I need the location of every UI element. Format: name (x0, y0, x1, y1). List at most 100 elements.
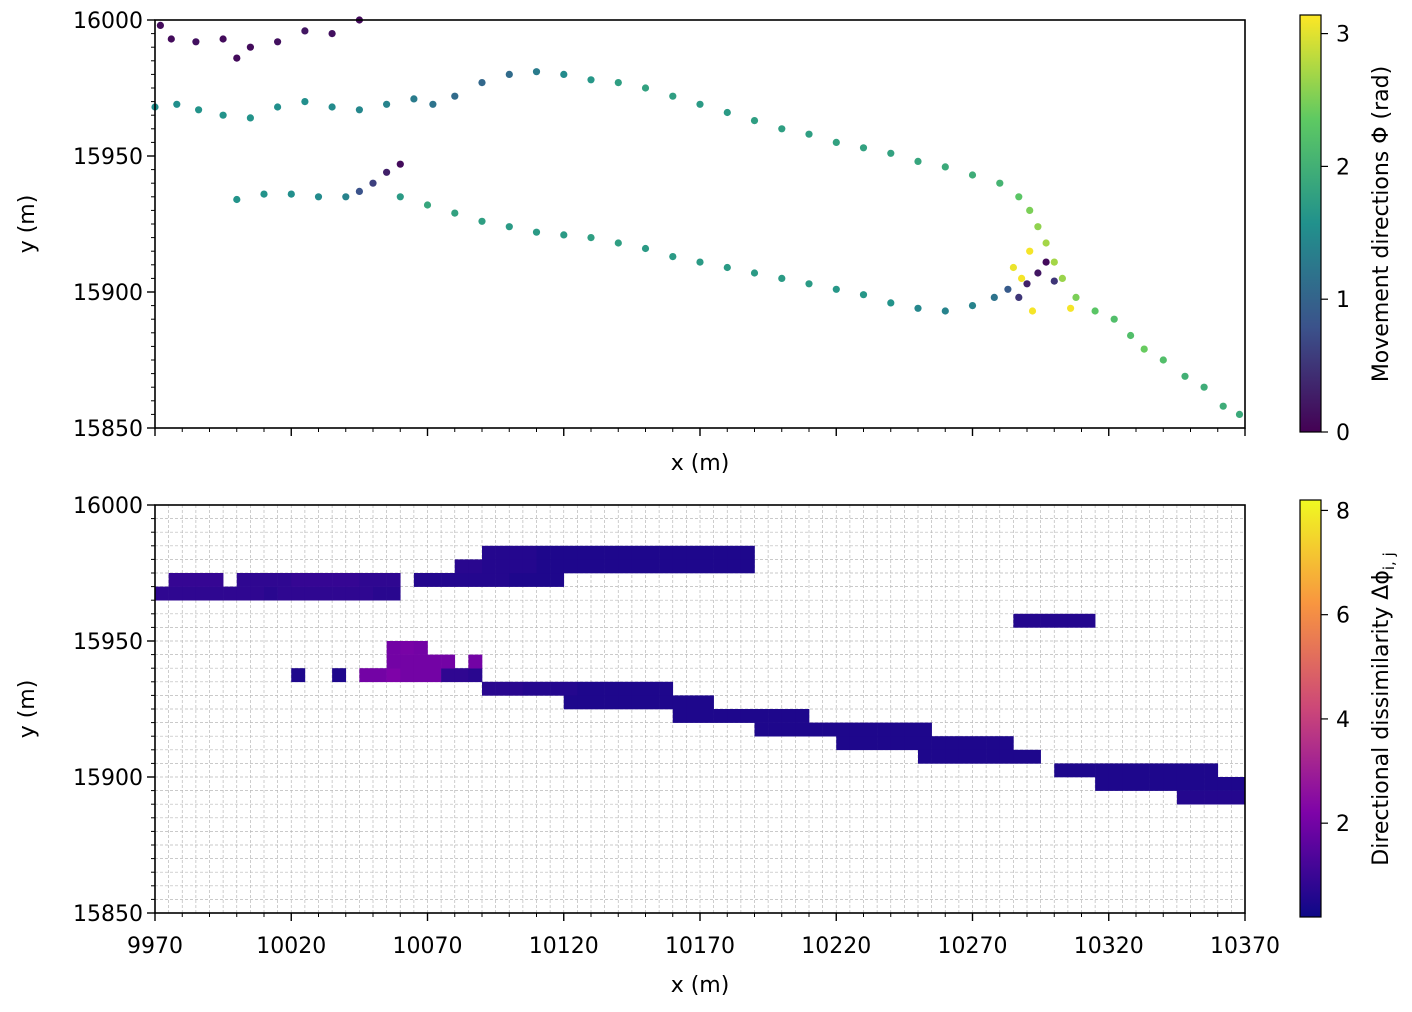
heatmap-cell (781, 722, 796, 737)
heatmap-cell (958, 736, 973, 751)
heatmap-cell (550, 681, 565, 696)
scatter-point (301, 98, 309, 106)
heatmap-cell (958, 749, 973, 764)
scatter-point (451, 209, 459, 217)
heatmap-cell (264, 586, 278, 601)
heatmap-cell (509, 573, 524, 587)
heatmap-cell (863, 736, 878, 751)
heatmap-cell (1176, 790, 1191, 805)
heatmap-cell (1217, 777, 1232, 791)
x-tick-label: 10220 (801, 934, 871, 959)
heatmap-cell (195, 586, 210, 601)
heatmap-cell (441, 573, 456, 587)
heatmap-cell (209, 586, 224, 601)
scatter-point (1026, 206, 1034, 214)
scatter-point (859, 144, 868, 152)
colorbar-tick-label: 2 (1336, 155, 1350, 180)
heatmap-cell (482, 573, 496, 587)
heatmap-cell (877, 722, 892, 737)
heatmap-cell (1027, 749, 1041, 764)
scatter-point (1026, 247, 1034, 255)
scatter-point (1042, 239, 1050, 247)
scatter-point (1015, 193, 1023, 201)
scatter-point (219, 35, 227, 43)
scatter-point (1058, 274, 1066, 282)
heatmap-cell (659, 695, 674, 710)
heatmap-cell (672, 545, 687, 560)
scatter-point (301, 27, 309, 35)
heatmap-cell (918, 722, 932, 737)
heatmap-cell (972, 749, 987, 764)
scatter-point (1004, 285, 1012, 293)
scatter-point (968, 171, 977, 179)
scatter-point (1009, 263, 1018, 272)
scatter-point (1050, 277, 1058, 285)
heatmap-cell (577, 695, 592, 710)
heatmap-cell (591, 545, 605, 560)
dissimilarity-colorbar: 2 4 6 8 Directional dissimilarity Δϕi, j (1299, 499, 1398, 918)
movement-directions-scatter: 15850 15900 15950 16000 x (m) y (m) (15, 9, 1246, 476)
scatter-point (1015, 293, 1023, 301)
scatter-point (328, 103, 336, 111)
heatmap-cell (482, 559, 496, 574)
scatter-point (914, 304, 922, 312)
heatmap-cell (400, 641, 415, 655)
heatmap-cell (509, 559, 524, 574)
scatter-point (396, 160, 404, 168)
heatmap-cell (536, 545, 551, 560)
heatmap-cell (754, 709, 769, 723)
y-tick-label: 15900 (73, 766, 143, 791)
heatmap-cell (209, 573, 224, 587)
heatmap-cell (577, 681, 592, 696)
heatmap-cell (1204, 777, 1219, 791)
heatmap-cell (318, 573, 333, 587)
y-tick-label: 16000 (73, 9, 143, 34)
scatter-point (832, 285, 840, 293)
heatmap-cell (1190, 777, 1205, 791)
scatter-point (342, 193, 350, 201)
scatter-point (410, 95, 418, 103)
scatter-point (274, 38, 282, 46)
heatmap-cell (550, 559, 565, 574)
heatmap-cell (454, 668, 469, 683)
heatmap-cell (918, 736, 932, 751)
scatter-point (383, 100, 391, 108)
heatmap-cell (400, 668, 415, 683)
heatmap-cell (1054, 613, 1069, 628)
scatter-point (429, 100, 437, 108)
heatmap-cell (672, 695, 687, 710)
heatmap-cell (454, 559, 469, 574)
scatter-point (859, 291, 868, 299)
colorbar-tick-label: 1 (1336, 288, 1350, 313)
heatmap-cell (1217, 790, 1232, 805)
scatter-point (478, 79, 486, 87)
heatmap-cell (522, 573, 537, 587)
heatmap-cell (1054, 763, 1069, 778)
scatter-point (195, 106, 203, 114)
scatter-point (587, 234, 595, 242)
heatmap-cell (781, 709, 796, 723)
bottom-colorbar-label-subscript: i, j (1380, 552, 1398, 570)
heatmap-cell (359, 586, 374, 601)
heatmap-cell (1122, 763, 1137, 778)
top-x-axis-label: x (m) (671, 451, 730, 476)
heatmap-cell (291, 586, 306, 601)
heatmap-cell (468, 654, 483, 669)
heatmap-cell (291, 573, 306, 587)
heatmap-cell (509, 681, 524, 696)
heatmap-cell (877, 736, 892, 751)
heatmap-cell (345, 573, 360, 587)
scatter-point (532, 228, 541, 236)
heatmap-cell (536, 559, 551, 574)
heatmap-cell (563, 559, 578, 574)
heatmap-cell (182, 586, 197, 601)
scatter-point (1050, 258, 1058, 266)
heatmap-cell (441, 668, 456, 683)
heatmap-cell (468, 559, 483, 574)
heatmap-cell (768, 709, 783, 723)
heatmap-cell (1108, 777, 1123, 791)
heatmap-cell (522, 559, 537, 574)
heatmap-cell (836, 722, 851, 737)
scatter-point (328, 29, 336, 38)
x-tick-label: 9970 (127, 934, 183, 959)
